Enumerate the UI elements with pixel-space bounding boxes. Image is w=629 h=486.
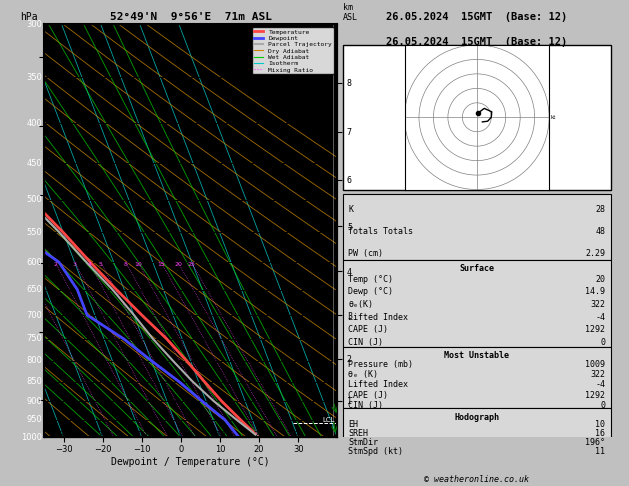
Text: Temp (°C): Temp (°C) xyxy=(348,275,393,283)
Text: 14.9: 14.9 xyxy=(585,287,605,296)
FancyBboxPatch shape xyxy=(343,260,611,347)
X-axis label: Dewpoint / Temperature (°C): Dewpoint / Temperature (°C) xyxy=(111,457,270,467)
Text: 0: 0 xyxy=(600,401,605,410)
Text: CIN (J): CIN (J) xyxy=(348,338,383,347)
Text: -20: -20 xyxy=(96,431,109,439)
Text: hPa: hPa xyxy=(21,12,38,22)
Text: 20: 20 xyxy=(253,431,264,439)
Text: Pressure (mb): Pressure (mb) xyxy=(348,360,413,368)
Text: 26.05.2024  15GMT  (Base: 12): 26.05.2024 15GMT (Base: 12) xyxy=(386,37,567,47)
Text: Mixing Ratio (g/kg): Mixing Ratio (g/kg) xyxy=(357,191,364,271)
Text: Most Unstable: Most Unstable xyxy=(444,351,509,360)
Text: 0: 0 xyxy=(178,431,184,439)
Text: 750: 750 xyxy=(26,334,42,343)
Text: 2.29: 2.29 xyxy=(585,249,605,258)
Text: 1292: 1292 xyxy=(585,391,605,399)
Text: 10: 10 xyxy=(595,420,605,430)
Text: 4: 4 xyxy=(87,262,91,267)
Text: 900: 900 xyxy=(26,397,42,406)
Text: 1292: 1292 xyxy=(585,326,605,334)
Text: 350: 350 xyxy=(26,73,42,82)
Text: CAPE (J): CAPE (J) xyxy=(348,326,388,334)
Text: Lifted Index: Lifted Index xyxy=(348,380,408,389)
Text: 400: 400 xyxy=(26,119,42,127)
Text: CIN (J): CIN (J) xyxy=(348,401,383,410)
Text: 28: 28 xyxy=(595,205,605,213)
Text: 15: 15 xyxy=(157,262,165,267)
Text: 650: 650 xyxy=(26,285,42,294)
Text: -10: -10 xyxy=(135,431,148,439)
Text: 3: 3 xyxy=(73,262,77,267)
Text: 25: 25 xyxy=(187,262,195,267)
Text: 500: 500 xyxy=(26,195,42,204)
Text: 322: 322 xyxy=(590,300,605,309)
FancyBboxPatch shape xyxy=(343,408,611,454)
Text: θₑ (K): θₑ (K) xyxy=(348,370,379,379)
FancyBboxPatch shape xyxy=(343,45,611,190)
Text: 950: 950 xyxy=(26,416,42,424)
Text: Totals Totals: Totals Totals xyxy=(348,226,413,236)
Text: 800: 800 xyxy=(26,356,42,365)
Text: Lifted Index: Lifted Index xyxy=(348,312,408,322)
Text: 196°: 196° xyxy=(585,438,605,447)
Text: 8: 8 xyxy=(124,262,128,267)
Text: Hodograph: Hodograph xyxy=(454,413,499,422)
Text: StmDir: StmDir xyxy=(348,438,379,447)
Text: 322: 322 xyxy=(590,370,605,379)
Text: SREH: SREH xyxy=(348,429,369,438)
Text: K: K xyxy=(348,205,353,213)
Text: CAPE (J): CAPE (J) xyxy=(348,391,388,399)
Legend: Temperature, Dewpoint, Parcel Trajectory, Dry Adiabat, Wet Adiabat, Isotherm, Mi: Temperature, Dewpoint, Parcel Trajectory… xyxy=(252,27,334,74)
Text: 5: 5 xyxy=(99,262,103,267)
Text: 10: 10 xyxy=(134,262,142,267)
Text: Dewp (°C): Dewp (°C) xyxy=(348,287,393,296)
Text: LCL: LCL xyxy=(323,417,335,423)
Text: 600: 600 xyxy=(26,258,42,267)
Text: 550: 550 xyxy=(26,228,42,237)
Text: 850: 850 xyxy=(26,377,42,386)
Text: 0: 0 xyxy=(600,338,605,347)
Text: PW (cm): PW (cm) xyxy=(348,249,383,258)
Text: Surface: Surface xyxy=(459,264,494,273)
FancyBboxPatch shape xyxy=(343,194,611,260)
Text: 1000: 1000 xyxy=(21,433,42,442)
Text: 10: 10 xyxy=(214,431,225,439)
Text: EH: EH xyxy=(348,420,359,430)
Text: 48: 48 xyxy=(595,226,605,236)
Text: 16: 16 xyxy=(595,429,605,438)
Text: -30: -30 xyxy=(57,431,70,439)
Text: -4: -4 xyxy=(595,312,605,322)
Text: θₑ(K): θₑ(K) xyxy=(348,300,374,309)
Text: 700: 700 xyxy=(26,311,42,319)
Text: kt: kt xyxy=(550,115,556,120)
Text: -4: -4 xyxy=(595,380,605,389)
Text: 11: 11 xyxy=(595,447,605,456)
Text: 1009: 1009 xyxy=(585,360,605,368)
Text: StmSpd (kt): StmSpd (kt) xyxy=(348,447,403,456)
Title: 26.05.2024  15GMT  (Base: 12): 26.05.2024 15GMT (Base: 12) xyxy=(386,12,567,22)
FancyBboxPatch shape xyxy=(343,347,611,408)
Title: 52°49'N  9°56'E  71m ASL: 52°49'N 9°56'E 71m ASL xyxy=(109,12,272,22)
Text: 20: 20 xyxy=(174,262,182,267)
Text: © weatheronline.co.uk: © weatheronline.co.uk xyxy=(425,474,530,484)
Text: 20: 20 xyxy=(595,275,605,283)
Text: 30: 30 xyxy=(293,431,303,439)
Text: 450: 450 xyxy=(26,159,42,168)
Text: km
ASL: km ASL xyxy=(343,3,358,22)
Text: 2: 2 xyxy=(53,262,57,267)
Text: 300: 300 xyxy=(26,20,42,29)
